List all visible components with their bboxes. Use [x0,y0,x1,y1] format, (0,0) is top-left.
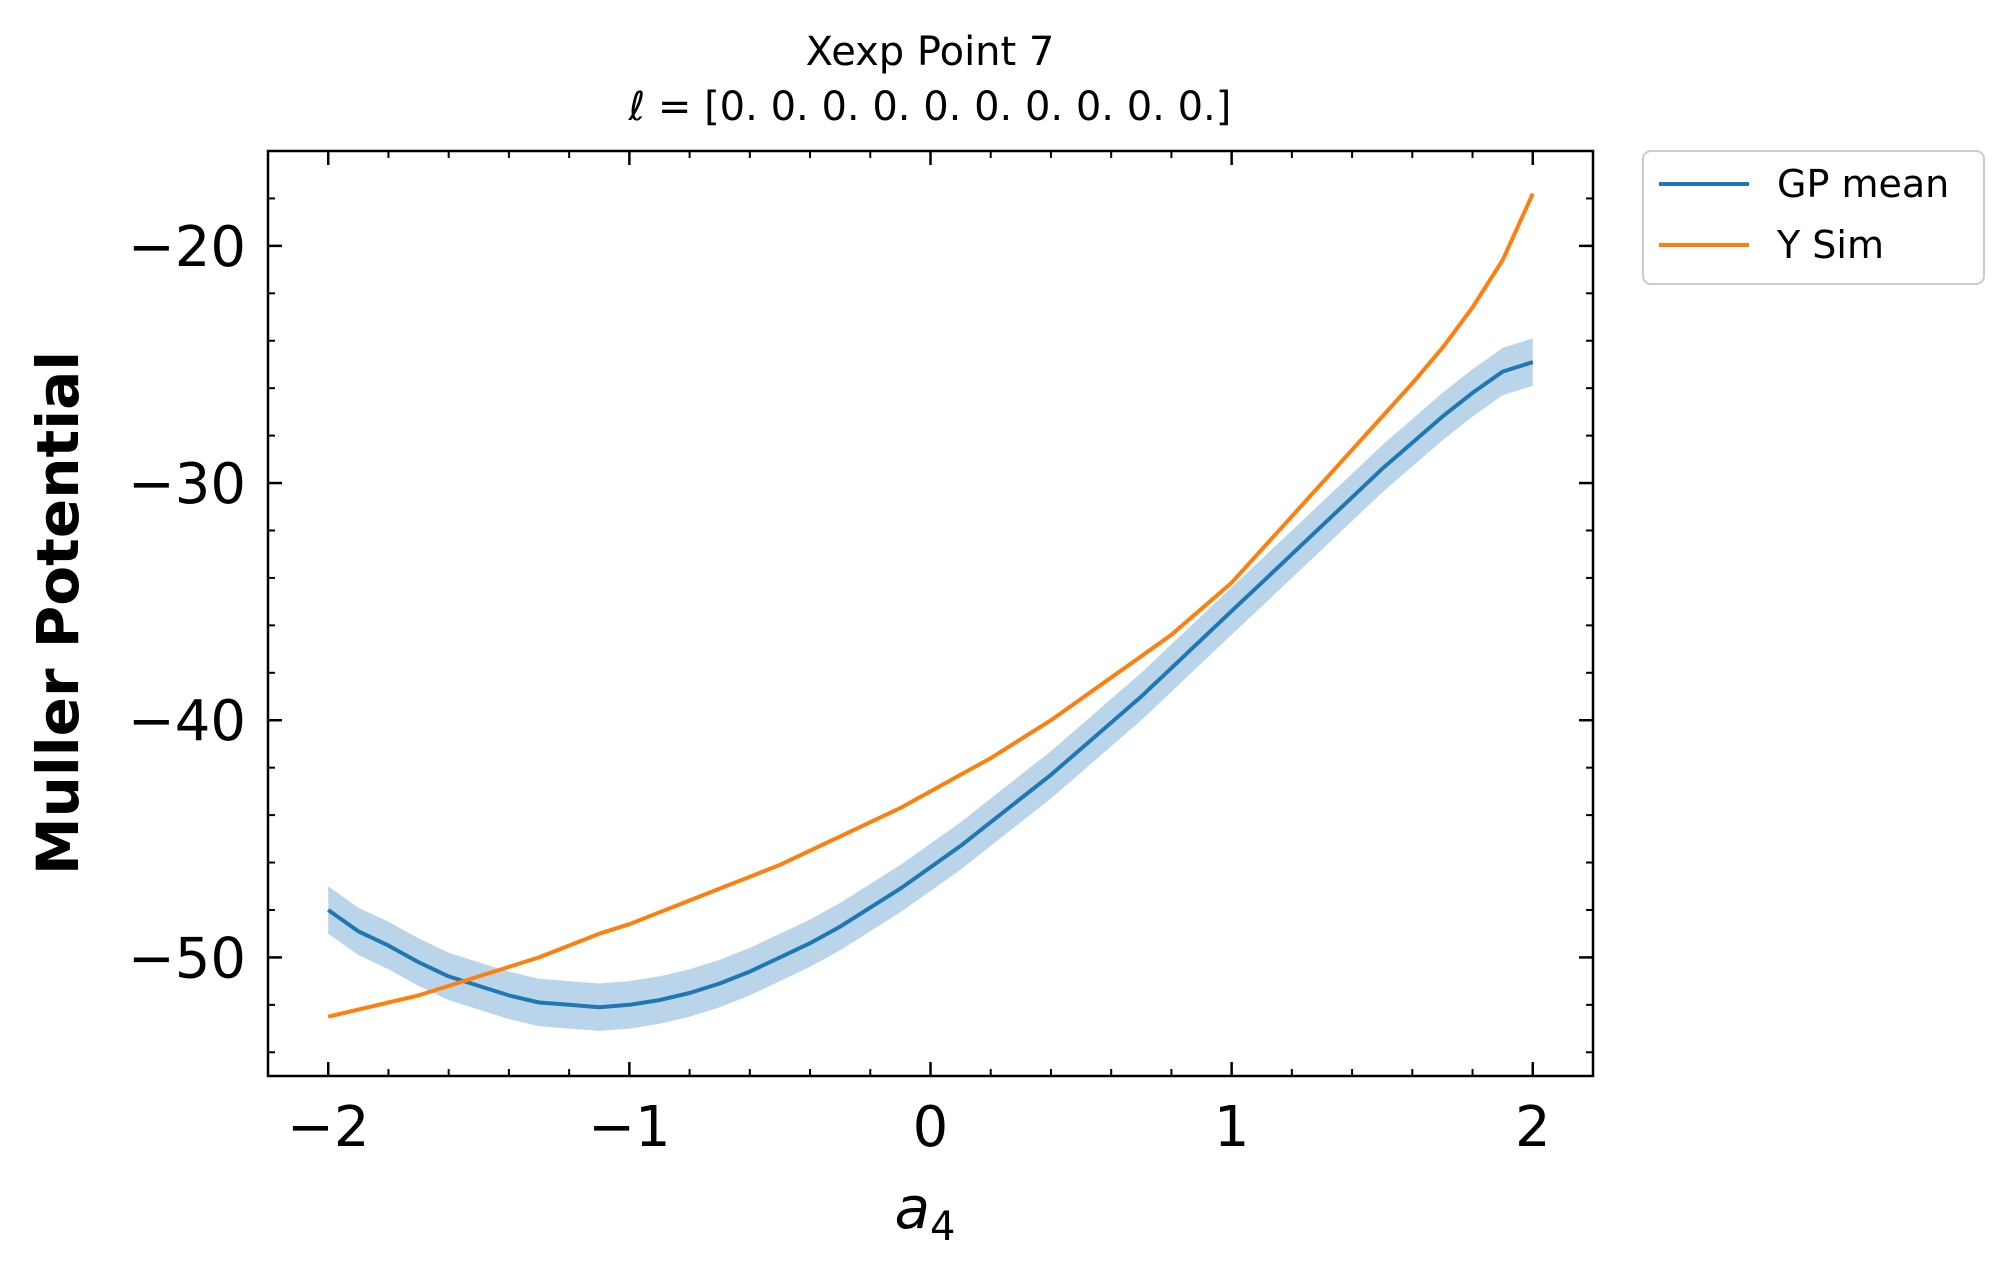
series-line-y-sim [327,192,1535,1019]
x-axis-label: a4 [895,1174,956,1250]
x-tick-label: 1 [1214,1095,1250,1160]
y-tick-label: −40 [128,689,246,754]
x-tick-label: −1 [588,1095,671,1160]
confidence-band-layer [328,338,1533,1031]
y-tick-label: −30 [128,452,246,517]
axis-ticks-layer: −2 −1 0 1 2 −50 −40 −30 −20 [128,150,1593,1160]
series-line-gp-mean [327,360,1534,1010]
gp-confidence-band [328,338,1533,1031]
chart-title: Xexp Point 7 [806,29,1055,75]
x-tick-label: 2 [1515,1095,1551,1160]
legend-label-y-sim: Y Sim [1776,223,1884,267]
legend-label-gp-mean: GP mean [1777,162,1949,206]
chart-subtitle: ℓ = [0. 0. 0. 0. 0. 0. 0. 0. 0. 0.] [628,84,1232,130]
y-tick-label: −20 [128,215,246,280]
legend: GP mean Y Sim [1642,150,1985,285]
series-line-layer [327,192,1535,1019]
x-tick-label: −2 [287,1095,370,1160]
y-axis-label: Muller Potential [24,351,92,875]
y-tick-label: −50 [128,926,246,991]
x-tick-label: 0 [913,1095,949,1160]
plot-frame [266,149,1595,1078]
